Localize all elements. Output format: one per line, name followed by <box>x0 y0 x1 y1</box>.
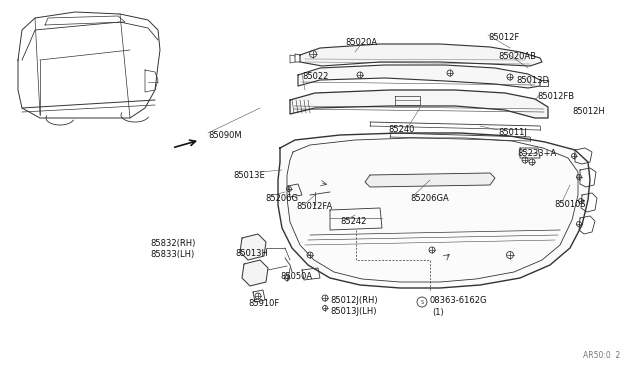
Text: 85242: 85242 <box>340 217 366 226</box>
Text: 85832(RH): 85832(RH) <box>150 239 195 248</box>
Text: 08363-6162G: 08363-6162G <box>430 296 488 305</box>
Text: 85012FA: 85012FA <box>296 202 332 211</box>
Text: 85020A: 85020A <box>345 38 377 47</box>
Text: 85022: 85022 <box>302 72 328 81</box>
Text: 85013H: 85013H <box>235 249 268 258</box>
Text: (1): (1) <box>432 308 444 317</box>
Text: 85013E: 85013E <box>233 171 265 180</box>
Text: 85206G: 85206G <box>265 194 298 203</box>
Text: 85833(LH): 85833(LH) <box>150 250 195 259</box>
Text: 85020AB: 85020AB <box>498 52 536 61</box>
Text: 85012J(RH): 85012J(RH) <box>330 296 378 305</box>
Text: 85206GA: 85206GA <box>410 194 449 203</box>
Text: 85011J: 85011J <box>498 128 527 137</box>
Text: 85013D: 85013D <box>516 76 549 85</box>
Text: 85090M: 85090M <box>208 131 242 140</box>
Polygon shape <box>300 44 542 66</box>
Polygon shape <box>242 260 268 286</box>
Text: 85010S: 85010S <box>554 200 586 209</box>
Text: 85012F: 85012F <box>488 33 519 42</box>
Text: 85012FB: 85012FB <box>537 92 574 101</box>
Text: AR50:0  2: AR50:0 2 <box>583 351 620 360</box>
Polygon shape <box>240 234 266 260</box>
Text: 85013J(LH): 85013J(LH) <box>330 307 376 316</box>
Polygon shape <box>365 173 495 187</box>
Text: 85240: 85240 <box>388 125 414 134</box>
Text: 85012H: 85012H <box>572 107 605 116</box>
Text: S: S <box>420 299 424 305</box>
Text: 85050A: 85050A <box>280 272 312 281</box>
Polygon shape <box>278 133 590 288</box>
Text: 85910F: 85910F <box>248 299 279 308</box>
Polygon shape <box>290 90 548 118</box>
Text: 85233+A: 85233+A <box>517 149 556 158</box>
Polygon shape <box>298 65 540 88</box>
